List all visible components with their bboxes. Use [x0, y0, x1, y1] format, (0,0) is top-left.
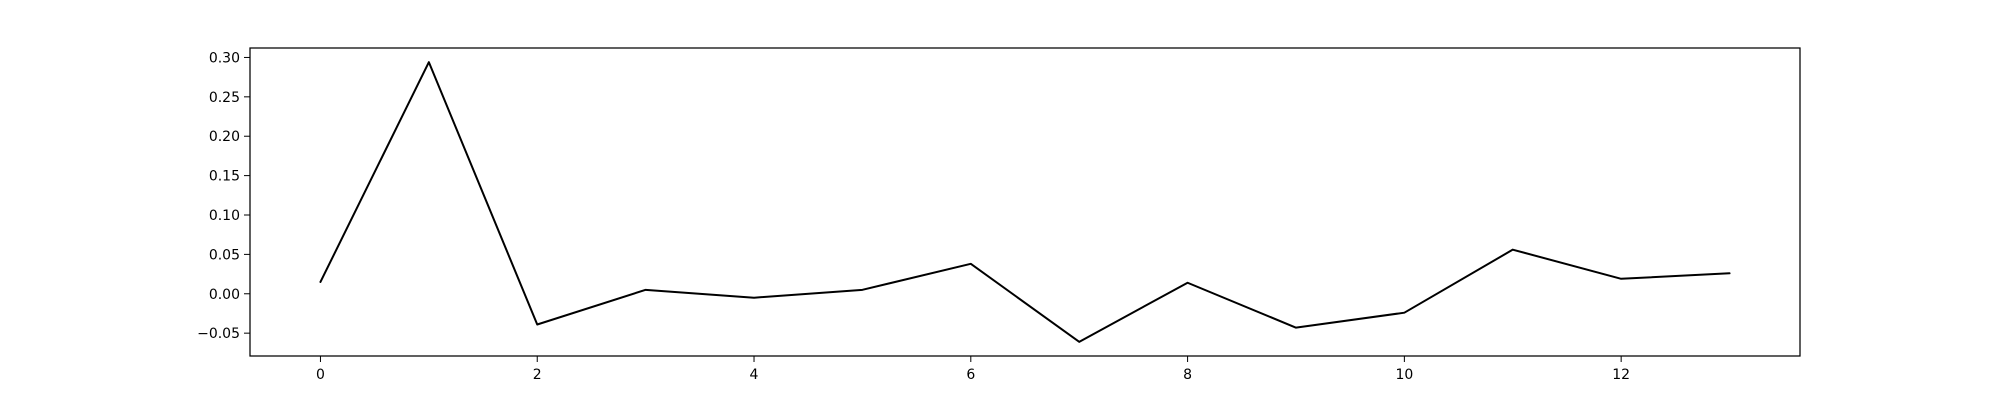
- y-axis: −0.05 0.00 0.05 0.10 0.15 0.20 0.25 0.30: [197, 50, 250, 342]
- plot-area-frame: [249, 47, 1801, 357]
- y-tick-label: 0.20: [209, 129, 240, 145]
- y-tick-label: −0.05: [197, 326, 240, 342]
- x-tick-label: 8: [1183, 367, 1192, 383]
- x-tick-label: 4: [750, 367, 759, 383]
- x-tick-label: 2: [533, 367, 542, 383]
- y-tick-label: 0.15: [209, 169, 240, 185]
- y-tick-label: 0.10: [209, 208, 240, 224]
- y-tick-label: 0.30: [209, 50, 240, 66]
- y-tick-label: 0.25: [209, 90, 240, 106]
- x-tick-label: 6: [966, 367, 975, 383]
- x-tick-label: 10: [1395, 367, 1413, 383]
- x-tick-label: 12: [1612, 367, 1630, 383]
- y-tick-label: 0.00: [209, 287, 240, 303]
- x-axis: 0 2 4 6 8 10 12: [316, 356, 1630, 383]
- x-tick-label: 0: [316, 367, 325, 383]
- series-line: [319, 61, 1731, 343]
- y-tick-label: 0.05: [209, 247, 240, 263]
